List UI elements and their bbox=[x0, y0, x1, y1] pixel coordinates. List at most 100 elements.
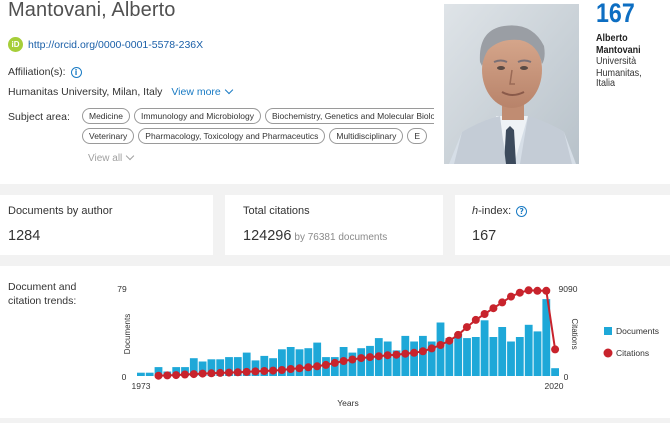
hindex-card-value: 167 bbox=[472, 228, 497, 244]
citation-point bbox=[260, 367, 269, 375]
document-bar bbox=[189, 358, 198, 376]
trend-label-line1: Document and bbox=[8, 281, 77, 293]
author-portrait-image bbox=[444, 4, 579, 164]
stamp-first-name: Alberto bbox=[596, 32, 628, 44]
document-bar bbox=[471, 337, 480, 376]
document-bar bbox=[419, 335, 427, 376]
citation-point bbox=[427, 344, 436, 353]
document-bar bbox=[392, 350, 401, 376]
document-bar bbox=[304, 348, 313, 376]
y2-axis-label: Citations bbox=[570, 318, 579, 349]
citation-point bbox=[172, 371, 181, 380]
y-tick-bottom: 0 bbox=[122, 372, 127, 382]
document-bar bbox=[286, 347, 295, 376]
citation-points bbox=[154, 286, 560, 380]
affiliation-text: Humanitas University, Milan, Italy bbox=[8, 86, 163, 98]
citation-point bbox=[154, 371, 163, 380]
document-bar bbox=[515, 337, 524, 376]
citation-point bbox=[251, 367, 260, 376]
document-bar bbox=[454, 333, 463, 376]
document-bar bbox=[207, 359, 216, 376]
subject-pill[interactable]: Veterinary bbox=[82, 128, 135, 144]
citation-point bbox=[462, 323, 471, 332]
document-bar bbox=[445, 338, 454, 376]
subject-pill[interactable]: Immunology and Microbiology bbox=[134, 108, 261, 124]
affiliation-row: Humanitas University, Milan, Italy View … bbox=[8, 85, 234, 98]
subject-pill[interactable]: E bbox=[407, 128, 428, 144]
citation-point bbox=[180, 370, 189, 379]
legend-documents-label: Documents bbox=[616, 326, 659, 336]
citations-card[interactable]: Total citations 124296 by 76381 documents bbox=[225, 195, 443, 255]
citation-point bbox=[198, 369, 207, 378]
citation-point bbox=[445, 336, 454, 345]
orcid-link[interactable]: http://orcid.org/0000-0001-5578-236X bbox=[28, 38, 204, 51]
trend-panel: Document and citation trends: 79 0 9090 … bbox=[0, 266, 670, 418]
view-all-button[interactable]: View all bbox=[88, 151, 135, 164]
document-bar bbox=[551, 368, 559, 376]
citation-point bbox=[480, 310, 489, 318]
citation-point bbox=[348, 355, 357, 364]
hindex-title-rest: -index: bbox=[478, 205, 512, 217]
citation-point bbox=[498, 298, 507, 307]
orcid-row: iD http://orcid.org/0000-0001-5578-236X bbox=[8, 37, 203, 52]
subject-pill[interactable]: Biochemistry, Genetics and Molecular Bio… bbox=[264, 108, 434, 124]
info-icon[interactable]: i bbox=[70, 66, 82, 78]
citation-point bbox=[225, 368, 233, 377]
subject-area-pills: Medicine Immunology and Microbiology Bio… bbox=[82, 108, 434, 148]
document-bar bbox=[137, 372, 145, 376]
document-bar bbox=[216, 359, 225, 376]
citations-card-value: 124296 bbox=[243, 228, 292, 244]
stamp-affiliation-line2: Humanitas, Italia bbox=[596, 66, 642, 89]
document-bar bbox=[524, 324, 533, 376]
subject-pill[interactable]: Multidisciplinary bbox=[329, 128, 404, 144]
document-bar bbox=[278, 349, 286, 376]
citation-point bbox=[489, 304, 498, 313]
citation-point bbox=[163, 371, 172, 380]
hindex-card[interactable]: h -index:? 167 bbox=[455, 195, 670, 255]
subject-pill[interactable]: Pharmacology, Toxicology and Pharmaceuti… bbox=[138, 128, 326, 144]
document-bar bbox=[427, 341, 436, 376]
document-bar bbox=[542, 299, 551, 376]
document-bar bbox=[313, 342, 322, 376]
documents-card-value: 1284 bbox=[8, 228, 41, 244]
x-tick-last: 2020 bbox=[545, 381, 564, 391]
documents-card-title: Documents by author bbox=[8, 205, 113, 217]
document-bar bbox=[225, 357, 233, 376]
document-bar bbox=[357, 348, 366, 376]
citation-point bbox=[533, 286, 542, 295]
x-axis-label: Years bbox=[337, 398, 358, 408]
help-icon[interactable]: ? bbox=[516, 205, 528, 217]
citations-card-value-row: 124296 by 76381 documents bbox=[243, 228, 387, 244]
citation-point bbox=[454, 330, 463, 339]
author-photo bbox=[444, 4, 579, 164]
citation-point bbox=[524, 286, 533, 295]
document-bar bbox=[463, 338, 471, 376]
citation-point bbox=[330, 358, 339, 367]
y-axis-label: Documents bbox=[123, 314, 132, 354]
view-more-button[interactable]: View more bbox=[171, 85, 234, 98]
view-all-label: View all bbox=[88, 153, 123, 164]
trend-label-line2: citation trends: bbox=[8, 295, 77, 307]
citation-point bbox=[304, 363, 313, 372]
chevron-down-icon bbox=[126, 151, 135, 161]
citation-point bbox=[401, 349, 410, 358]
trend-chart[interactable]: 79 0 9090 0 Documents Citations 1973 202… bbox=[0, 266, 670, 418]
document-bar bbox=[498, 327, 507, 376]
chevron-down-icon bbox=[224, 85, 234, 95]
subject-pill[interactable]: Medicine bbox=[82, 108, 131, 124]
document-bar bbox=[295, 349, 304, 376]
y2-tick-bottom: 0 bbox=[564, 372, 569, 382]
y2-tick-top: 9090 bbox=[559, 284, 578, 294]
affiliation-label: Affiliation(s): i bbox=[8, 66, 82, 78]
citation-stamp: 167 Alberto Mantovani Università Humanit… bbox=[596, 0, 670, 100]
citation-point bbox=[233, 368, 242, 377]
citation-point bbox=[551, 345, 560, 354]
citation-point bbox=[542, 286, 551, 295]
hindex-title-italic: h bbox=[472, 205, 479, 217]
legend-citations-label: Citations bbox=[616, 348, 649, 358]
document-bar bbox=[242, 352, 251, 376]
citation-point bbox=[277, 366, 286, 374]
documents-card[interactable]: Documents by author 1284 bbox=[0, 195, 213, 255]
document-bar bbox=[145, 372, 154, 376]
x-tick-first: 1973 bbox=[132, 381, 151, 391]
